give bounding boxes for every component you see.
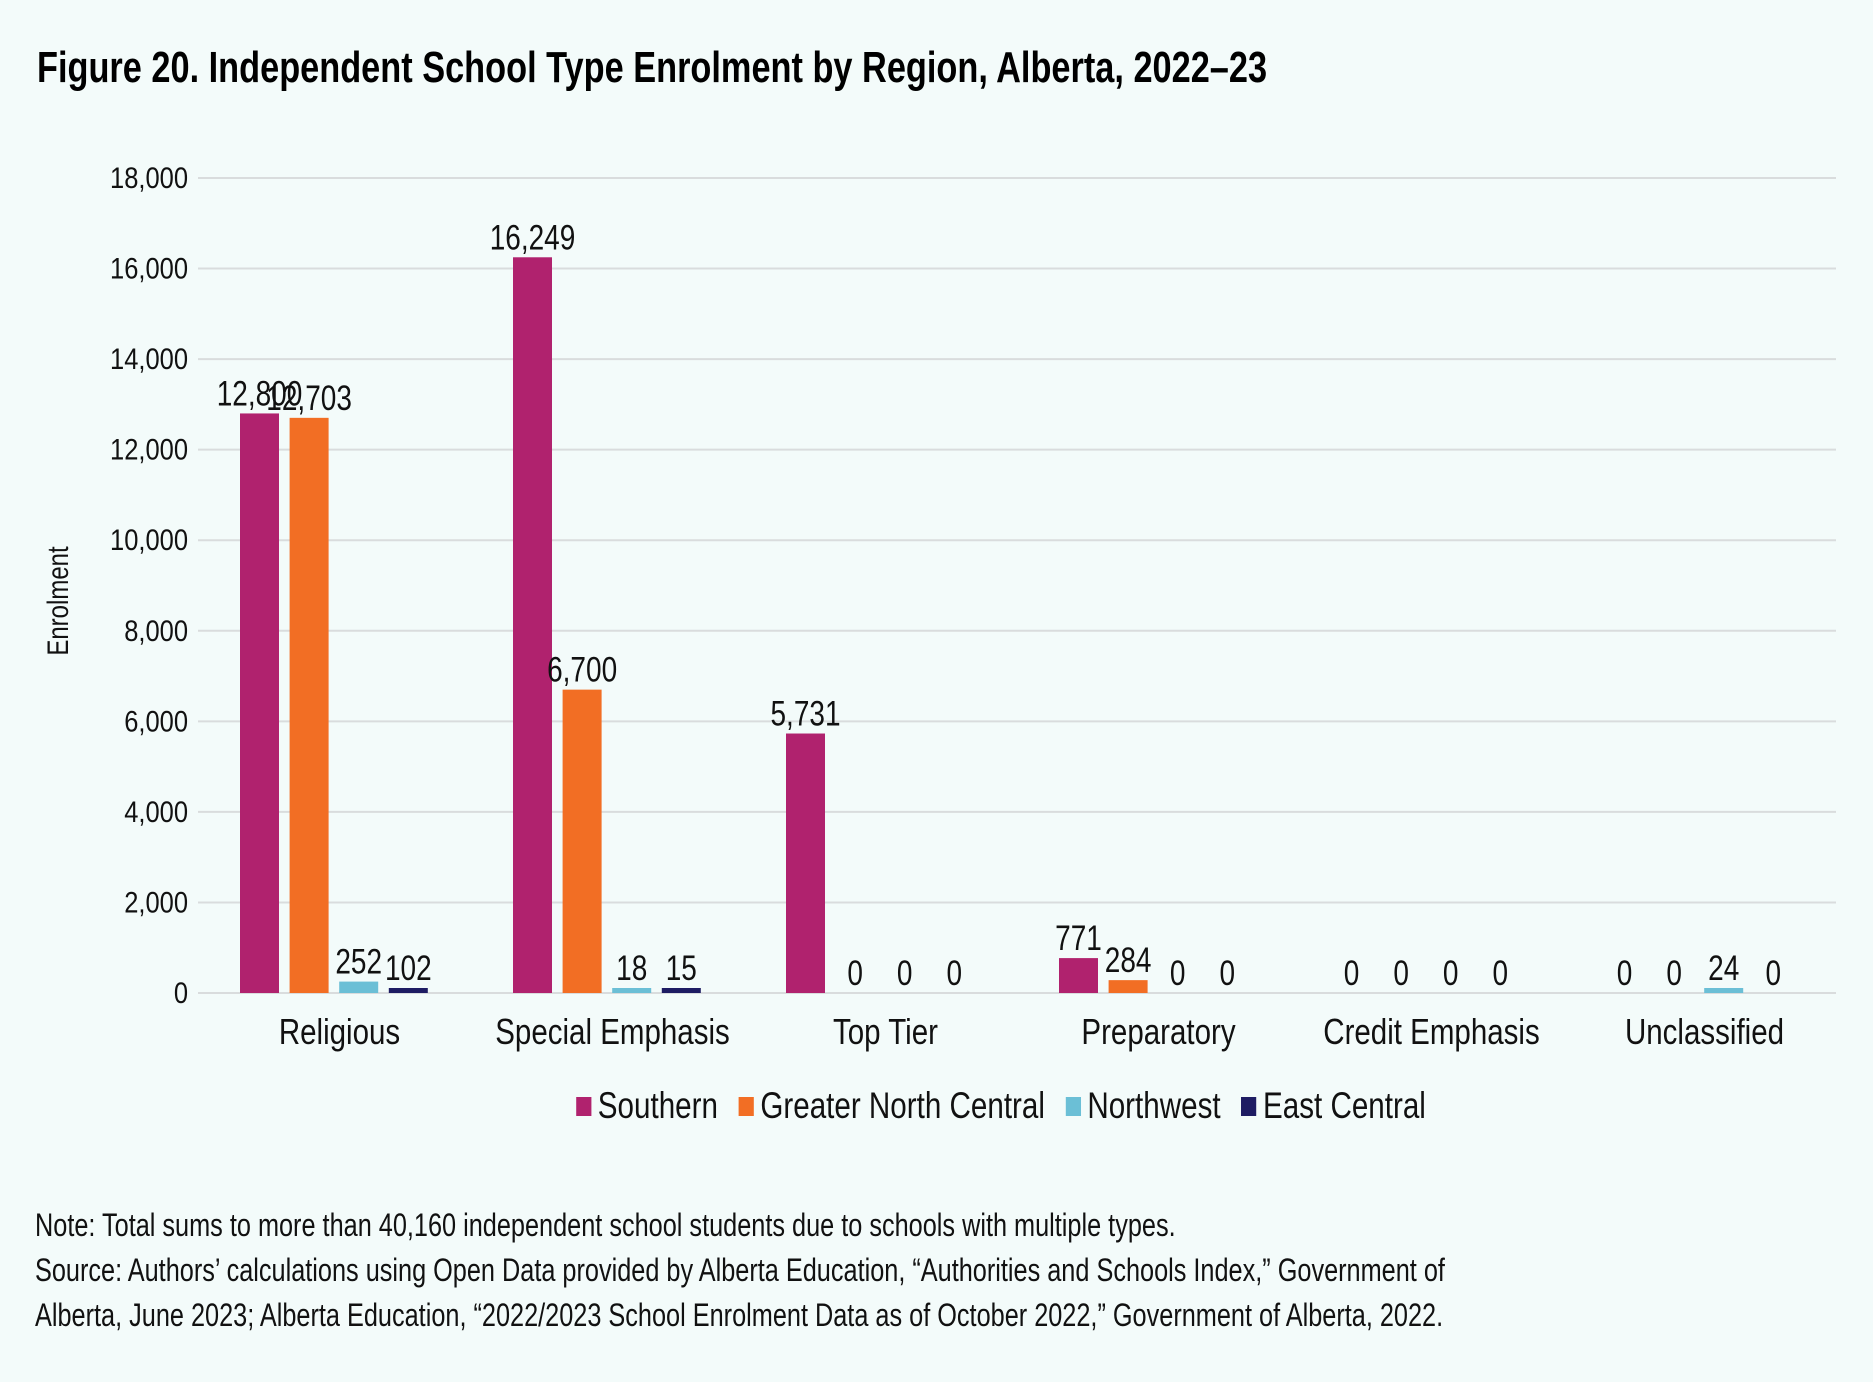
data-label: 771	[1055, 918, 1102, 958]
notes: Note: Total sums to more than 40,160 ind…	[35, 1203, 1852, 1338]
data-label: 0	[1344, 953, 1360, 993]
note-text: Note: Total sums to more than 40,160 ind…	[35, 1207, 1176, 1243]
legend-swatch	[576, 1096, 592, 1116]
bar-southern	[513, 257, 552, 994]
bar-southern	[786, 733, 825, 993]
data-label: 16,249	[490, 217, 576, 257]
bar-greater-north-central	[289, 417, 329, 993]
data-label: 0	[897, 953, 913, 993]
legend-swatch	[739, 1096, 755, 1116]
bar-greater-north-central	[562, 689, 602, 993]
y-tick-label: 0	[174, 976, 188, 1009]
data-label: 252	[335, 942, 382, 982]
data-label: 0	[847, 953, 863, 993]
bar-east-central	[661, 988, 701, 993]
data-label: 12,703	[266, 378, 352, 418]
data-label: 6,700	[547, 650, 617, 690]
data-label: 0	[1766, 953, 1782, 993]
y-tick-label: 14,000	[110, 342, 188, 375]
data-label: 0	[947, 953, 963, 993]
legend-item: Greater North Central	[739, 1084, 1045, 1128]
bar-northwest	[339, 981, 379, 993]
legend-label: East Central	[1263, 1085, 1427, 1126]
category-label: Top Tier	[833, 1011, 938, 1051]
y-tick-label: 10,000	[110, 523, 188, 556]
bar-southern	[1059, 958, 1098, 993]
y-tick-label: 6,000	[124, 704, 188, 737]
y-axis-title: Enrolment	[40, 546, 74, 656]
legend-label: Southern	[598, 1085, 719, 1126]
bar-northwest	[1704, 988, 1744, 993]
category-label: Preparatory	[1081, 1011, 1236, 1051]
bars	[240, 257, 1744, 994]
y-tick-label: 2,000	[124, 886, 188, 919]
data-label: 0	[1220, 953, 1236, 993]
data-label: 0	[1393, 953, 1409, 993]
data-label: 0	[1170, 953, 1186, 993]
legend-label: Northwest	[1087, 1085, 1222, 1126]
data-label: 0	[1443, 953, 1459, 993]
bar-southern	[240, 413, 279, 993]
chart-title: Figure 20. Independent School Type Enrol…	[37, 43, 1268, 92]
y-tick-label: 18,000	[110, 161, 188, 194]
legend-item: Southern	[576, 1084, 719, 1128]
data-label: 18	[616, 948, 647, 988]
legend-label: Greater North Central	[760, 1085, 1046, 1126]
y-tick-label: 16,000	[110, 252, 188, 285]
y-tick-label: 4,000	[124, 795, 188, 828]
legend-swatch	[1241, 1096, 1258, 1116]
category-label: Religious	[279, 1011, 400, 1051]
y-tick-label: 8,000	[124, 614, 188, 647]
y-axis-ticks: 0 2,000 4,000 6,000 8,000 10,000 12,000 14,000 1…	[110, 161, 188, 1009]
gridlines	[198, 177, 1836, 994]
bar-chart: 0 2,000 4,000 6,000 8,000 10,000 12,000 14,000 1…	[40, 161, 1836, 1052]
legend-item: Northwest	[1066, 1084, 1221, 1128]
legend-swatch	[1066, 1096, 1082, 1116]
category-labels: Religious Special Emphasis Top Tier Prepara…	[279, 1011, 1784, 1051]
data-label: 24	[1708, 948, 1739, 988]
data-label: 12,800	[217, 373, 303, 413]
legend: Southern Greater North Central Northwest Ea…	[0, 1084, 1873, 1128]
data-label: 5,731	[770, 693, 840, 733]
source-text-line-2: Alberta, June 2023; Alberta Education, “…	[35, 1297, 1444, 1333]
data-label: 0	[1666, 953, 1682, 993]
bar-east-central	[388, 988, 428, 993]
y-tick-label: 12,000	[110, 433, 188, 466]
data-label: 102	[385, 948, 432, 988]
category-label: Special Emphasis	[495, 1011, 730, 1051]
category-label: Unclassified	[1625, 1011, 1784, 1051]
category-label: Credit Emphasis	[1323, 1011, 1539, 1051]
source-text-line-1: Source: Authors’ calculations using Open…	[35, 1252, 1445, 1288]
data-label: 0	[1617, 953, 1633, 993]
data-label: 284	[1105, 940, 1152, 980]
data-label: 15	[666, 948, 697, 988]
bar-greater-north-central	[1108, 980, 1148, 993]
data-label: 0	[1493, 953, 1509, 993]
legend-item: East Central	[1241, 1084, 1427, 1128]
bar-northwest	[612, 988, 652, 993]
